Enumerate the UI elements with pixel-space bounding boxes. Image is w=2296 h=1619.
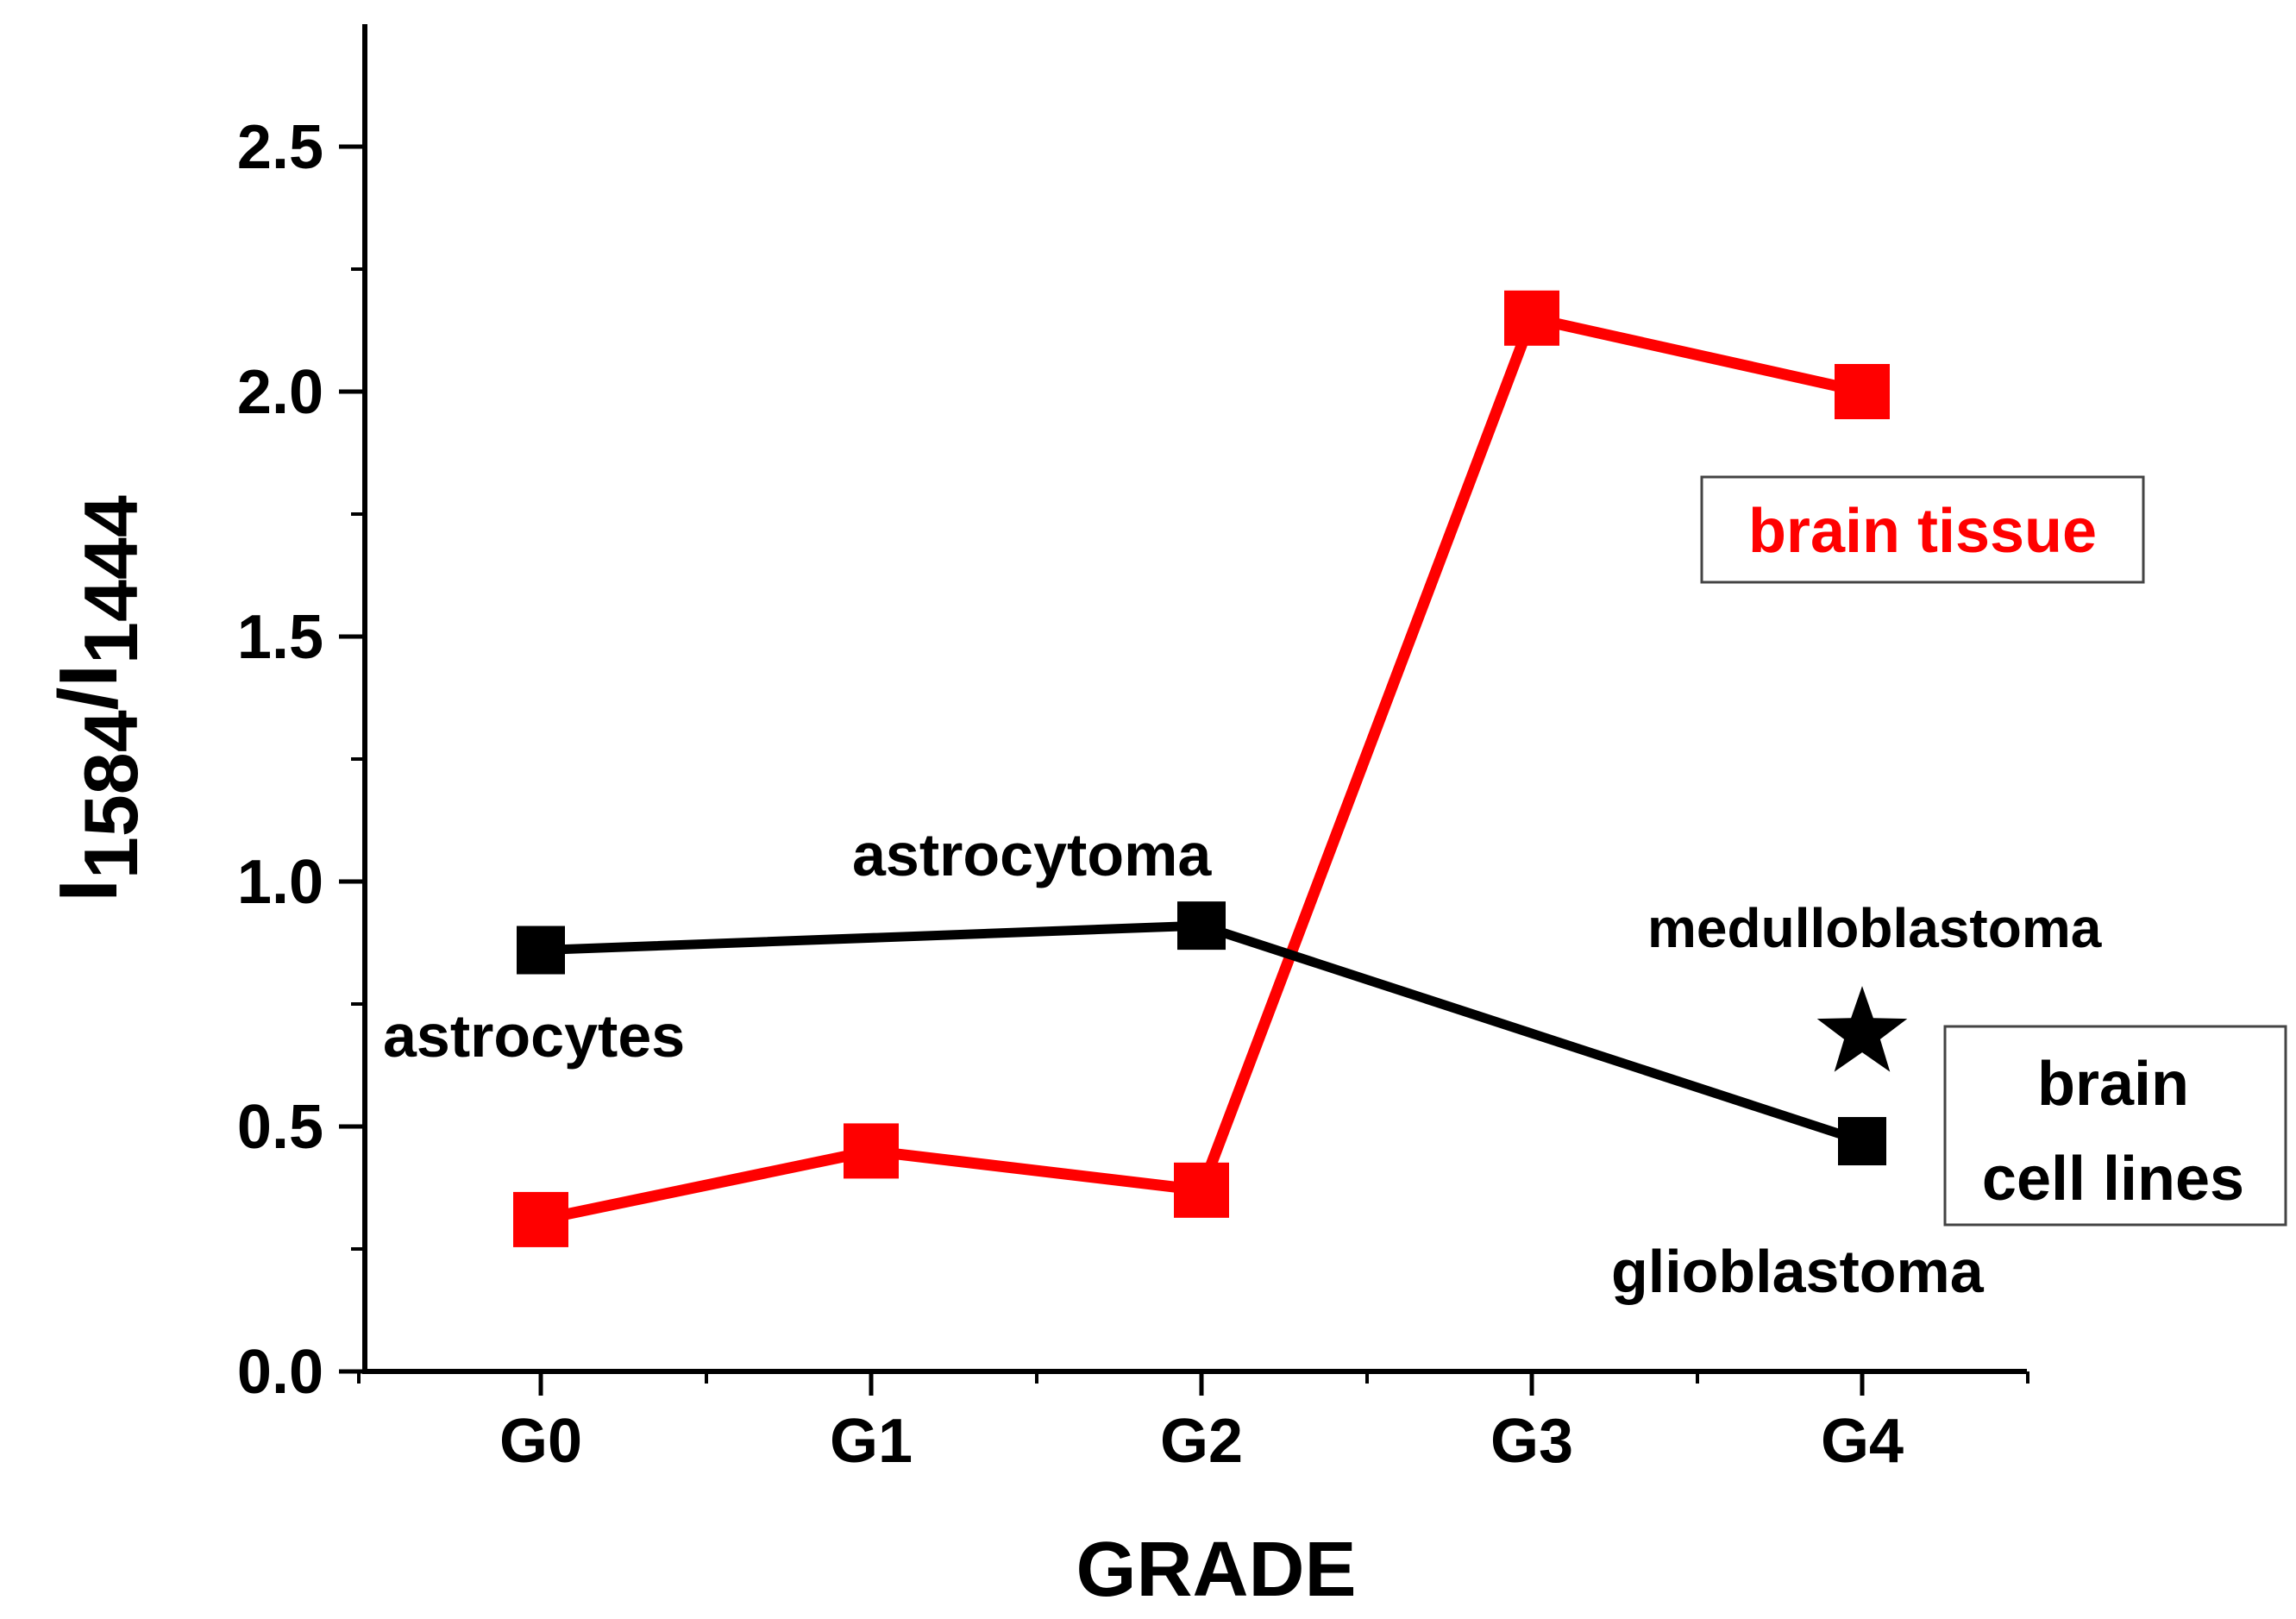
x-axis-title: GRADE [1076,1527,1356,1613]
x-tick-label-G1: G1 [830,1407,913,1476]
axes: 0.0 0.5 1.0 1.5 2.0 2.5 G0 G1 G2 G3 G4 [237,24,2029,1476]
legend-frame-brain-cell-lines [1943,1025,2287,1227]
y-axis-title-sub2: 1444 [68,495,154,664]
y-axis-title-sub1: 1584 [68,710,154,879]
point-brain-cell-lines-G0 [517,926,565,975]
annotation-glioblastoma: glioblastoma [1611,1238,1985,1305]
point-brain-tissue-G1 [844,1123,899,1179]
y-tick-label-1.5: 1.5 [237,603,323,672]
legend-frame-brain-tissue [1700,475,2145,584]
annotation-astrocytoma: astrocytoma [852,821,1212,888]
point-brain-cell-lines-G2 [1177,901,1226,951]
legend-label-brain-cell-lines-line2: cell lines [1982,1145,2244,1214]
y-tick-label-0.0: 0.0 [237,1338,323,1407]
y-tick-label-0.5: 0.5 [237,1093,323,1162]
y-axis-title: I1584/I1444 [42,495,154,902]
point-brain-tissue-G0 [513,1191,568,1247]
point-brain-tissue-G2 [1174,1162,1229,1218]
x-tick-label-G3: G3 [1490,1407,1573,1476]
annotation-medulloblastoma: medulloblastoma [1647,897,2102,959]
x-ticks: G0 G1 G2 G3 G4 [357,1371,2029,1476]
y-tick-label-1.0: 1.0 [237,848,323,917]
x-tick-label-G0: G0 [499,1407,582,1476]
legend-box-brain-cell-lines: brain cell lines [1943,1025,2287,1227]
annotations: astrocytes astrocytoma medulloblastoma g… [383,821,2102,1305]
y-axis-title-sep: /I [42,664,135,710]
annotation-astrocytes: astrocytes [383,1002,685,1070]
y-tick-label-2.5: 2.5 [237,113,323,182]
y-ticks: 0.0 0.5 1.0 1.5 2.0 2.5 [237,113,365,1407]
y-axis-title-main: I [42,879,135,902]
legend-label-brain-cell-lines-line1: brain [2037,1050,2189,1119]
point-brain-cell-lines-G4 [1838,1117,1886,1166]
legend-label-brain-tissue: brain tissue [1748,497,2097,566]
series-line-brain-tissue [539,312,1864,1226]
point-brain-tissue-G3 [1504,290,1559,346]
x-tick-label-G2: G2 [1160,1407,1243,1476]
legend-box-brain-tissue: brain tissue [1700,475,2145,584]
point-brain-tissue-G4 [1835,364,1890,419]
point-medulloblastoma-star [1816,986,1908,1072]
plot-series [513,290,1908,1247]
x-tick-label-G4: G4 [1821,1407,1904,1476]
y-tick-label-2.0: 2.0 [237,358,323,427]
